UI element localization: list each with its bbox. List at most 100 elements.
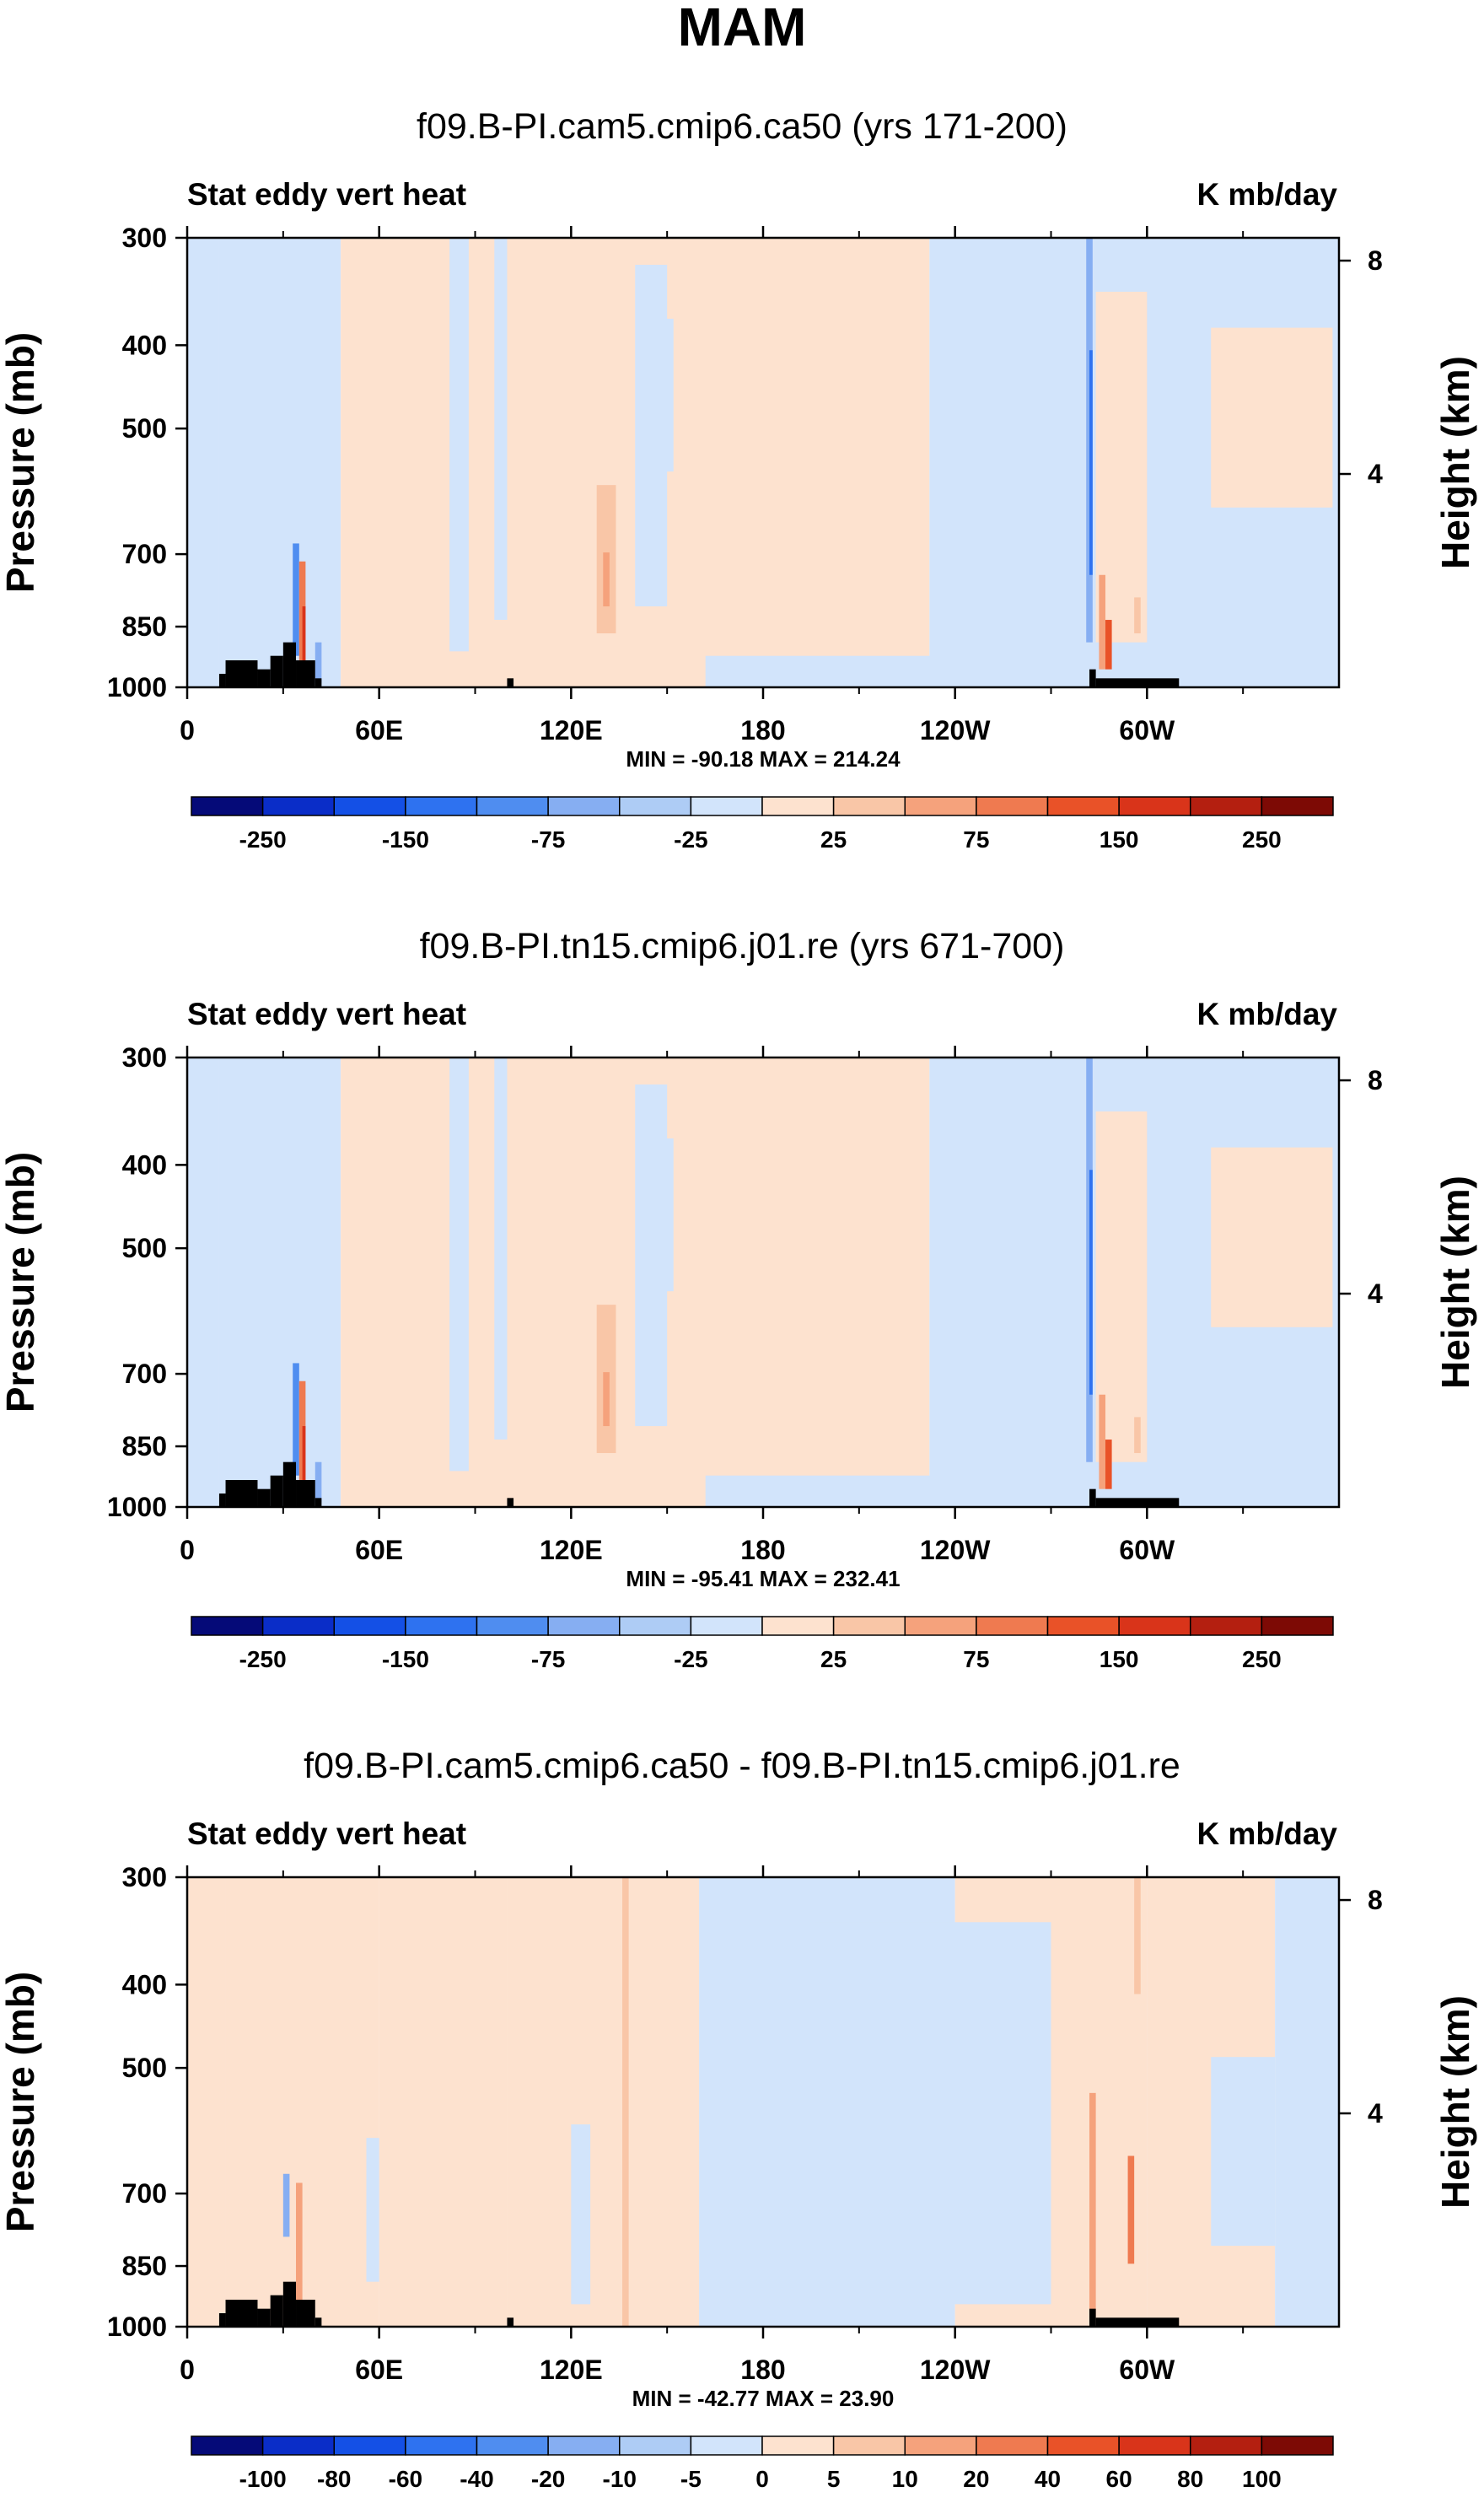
x-tick-label: 60W xyxy=(1119,1535,1175,1565)
y-tick-label: 400 xyxy=(122,1969,167,1999)
contour-fill xyxy=(494,238,508,621)
contour-fill xyxy=(929,238,1013,687)
chart-panel-3: f09.B-PI.cam5.cmip6.ca50 - f09.B-PI.tn15… xyxy=(0,1746,1477,2492)
colorbar-box xyxy=(333,796,406,816)
colorbar-label: -150 xyxy=(382,826,429,853)
contour-fill xyxy=(282,2173,290,2237)
contour-fill xyxy=(302,1426,306,1481)
y-tick-label: 1000 xyxy=(107,1492,167,1522)
colorbar-box xyxy=(976,796,1049,816)
colorbar-box xyxy=(1190,1616,1263,1636)
topography xyxy=(282,642,297,687)
right-label: K mb/day xyxy=(1196,1816,1337,1851)
colorbar-box xyxy=(1118,2435,1191,2456)
topography xyxy=(296,2300,315,2327)
colorbar-box xyxy=(690,1616,763,1636)
contour-fill xyxy=(507,1877,700,2327)
colorbar-box xyxy=(333,1616,406,1636)
contour-fill xyxy=(1134,1877,1141,1994)
chart-panel-1: f09.B-PI.cam5.cmip6.ca50 (yrs 171-200) St… xyxy=(0,106,1477,853)
contour-fill xyxy=(296,2182,303,2309)
colorbar-label: -60 xyxy=(389,2466,422,2492)
y-tick-label: 300 xyxy=(122,1042,167,1073)
colorbar-box xyxy=(832,2435,906,2456)
x-tick-label: 60W xyxy=(1119,715,1175,745)
contour-fill xyxy=(379,1877,508,2327)
contour-fill xyxy=(315,642,322,683)
colorbar-label: 250 xyxy=(1242,826,1282,853)
colorbar-label: -100 xyxy=(239,2466,287,2492)
stats-text: MIN = -90.18 MAX = 214.24 xyxy=(626,746,901,772)
y2-tick-label: 8 xyxy=(1368,1885,1383,1915)
colorbar-label: -250 xyxy=(239,826,287,853)
colorbar-box xyxy=(832,1616,906,1636)
x-tick-label: 0 xyxy=(180,2355,195,2385)
colorbar-box xyxy=(619,796,692,816)
colorbar-label: -75 xyxy=(531,1646,565,1672)
colorbar-label: 5 xyxy=(827,2466,841,2492)
topography xyxy=(225,2300,258,2327)
colorbar-label: 80 xyxy=(1177,2466,1203,2492)
contour-fill xyxy=(1089,1170,1093,1395)
colorbar-box xyxy=(1118,1616,1191,1636)
contour-fill xyxy=(1275,1877,1339,2327)
colorbar-label: 25 xyxy=(820,1646,847,1672)
left-label: Stat eddy vert heat xyxy=(187,177,466,212)
colorbar-label: 60 xyxy=(1106,2466,1132,2492)
colorbar-label: -250 xyxy=(239,1646,287,1672)
y-tick-label: 700 xyxy=(122,2178,167,2209)
topography xyxy=(282,2281,297,2327)
topography xyxy=(1095,1498,1180,1507)
colorbar-box xyxy=(976,1616,1049,1636)
colorbar-box xyxy=(405,796,478,816)
topography xyxy=(218,1493,226,1507)
y-tick-label: 500 xyxy=(122,2053,167,2083)
contour-fill xyxy=(622,1877,629,2327)
topography xyxy=(1095,678,1180,687)
y-tick-label: 850 xyxy=(122,611,167,642)
colorbar-box xyxy=(1261,1616,1334,1636)
chart-panel-2: f09.B-PI.tn15.cmip6.j01.re (yrs 671-700)… xyxy=(0,926,1477,1672)
y-axis-title: Pressure (mb) xyxy=(0,1972,42,2232)
colorbar-label: 0 xyxy=(755,2466,769,2492)
contour-fill xyxy=(1099,1394,1106,1489)
colorbar-label: 75 xyxy=(963,1646,989,1672)
figure-title: MAM xyxy=(678,0,807,57)
colorbar-box xyxy=(904,796,977,816)
panel-title: f09.B-PI.tn15.cmip6.j01.re (yrs 671-700) xyxy=(420,926,1065,966)
topography xyxy=(1095,2317,1180,2327)
colorbar-box xyxy=(1190,796,1263,816)
topography xyxy=(225,1480,258,1507)
colorbar-box xyxy=(1046,2435,1120,2456)
x-tick-label: 120E xyxy=(540,715,603,745)
contour-fill xyxy=(571,2124,591,2305)
contour-fill xyxy=(705,1475,1019,1507)
topography xyxy=(507,2317,514,2327)
contour-fill xyxy=(1134,597,1141,634)
y-tick-label: 700 xyxy=(122,1359,167,1389)
contour-fill xyxy=(705,655,1019,687)
y-tick-label: 1000 xyxy=(107,672,167,702)
contour-fill xyxy=(187,238,219,687)
x-tick-label: 180 xyxy=(740,1535,785,1565)
y-axis-title: Pressure (mb) xyxy=(0,1152,42,1413)
contour-fill xyxy=(1105,1440,1112,1489)
stats-text: MIN = -95.41 MAX = 232.41 xyxy=(626,1566,900,1591)
panel-title: f09.B-PI.cam5.cmip6.ca50 (yrs 171-200) xyxy=(417,106,1067,147)
shading xyxy=(187,1058,1339,1507)
colorbar-box xyxy=(1261,796,1334,816)
x-tick-label: 180 xyxy=(740,715,785,745)
colorbar-box xyxy=(619,1616,692,1636)
y2-tick-label: 8 xyxy=(1368,245,1383,276)
topography xyxy=(257,1488,271,1507)
panel-title: f09.B-PI.cam5.cmip6.ca50 - f09.B-PI.tn15… xyxy=(304,1746,1180,1786)
topography xyxy=(315,2317,322,2327)
colorbar-label: -5 xyxy=(680,2466,702,2492)
topography xyxy=(1089,669,1096,687)
y2-tick-label: 4 xyxy=(1368,2098,1383,2129)
contour-fill xyxy=(449,238,469,652)
y2-axis-title: Height (km) xyxy=(1433,1176,1477,1389)
colorbar-label: 10 xyxy=(892,2466,918,2492)
colorbar-box xyxy=(405,2435,478,2456)
colorbar-box xyxy=(1118,796,1191,816)
